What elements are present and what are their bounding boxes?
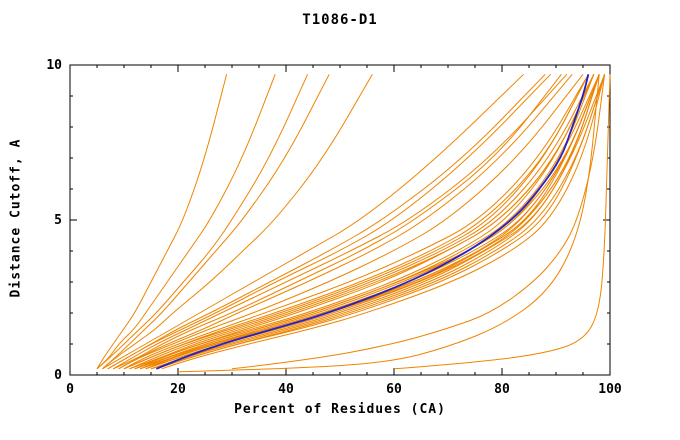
model-curve [102,73,524,370]
model-curve [129,74,595,370]
model-curve [118,73,584,370]
model-curve [118,73,573,370]
model-curve [96,74,309,370]
x-tick-label: 0 [66,382,74,397]
model-curve [113,73,562,370]
x-tick-label: 100 [598,382,622,397]
x-tick-label: 80 [494,382,510,397]
model-curve [161,74,606,370]
model-curve [107,73,551,370]
x-tick-label: 20 [170,382,186,397]
model-curve [123,74,589,370]
model-curve [129,74,595,370]
model-curve [177,74,600,373]
model-curve [393,74,611,370]
model-curve [231,74,606,370]
model-curve [96,74,276,370]
x-tick-label: 60 [386,382,402,397]
model-curve [123,74,589,370]
chart-title: T1086-D1 [302,12,378,28]
model-curve [102,74,373,370]
y-tick-label: 0 [54,368,62,383]
y-tick-label: 5 [54,213,62,228]
model-curve [140,74,600,370]
model-curve [156,74,606,370]
model-curve [112,73,568,370]
y-tick-label: 10 [46,58,62,73]
model-curve [150,74,606,370]
model-curve [134,74,595,370]
model-curve [96,74,228,370]
highlight-curve [156,74,590,370]
model-curve [150,74,600,370]
x-axis-label: Percent of Residues (CA) [234,402,446,417]
model-curve [102,74,330,370]
x-tick-label: 40 [278,382,294,397]
model-curve [150,74,606,370]
